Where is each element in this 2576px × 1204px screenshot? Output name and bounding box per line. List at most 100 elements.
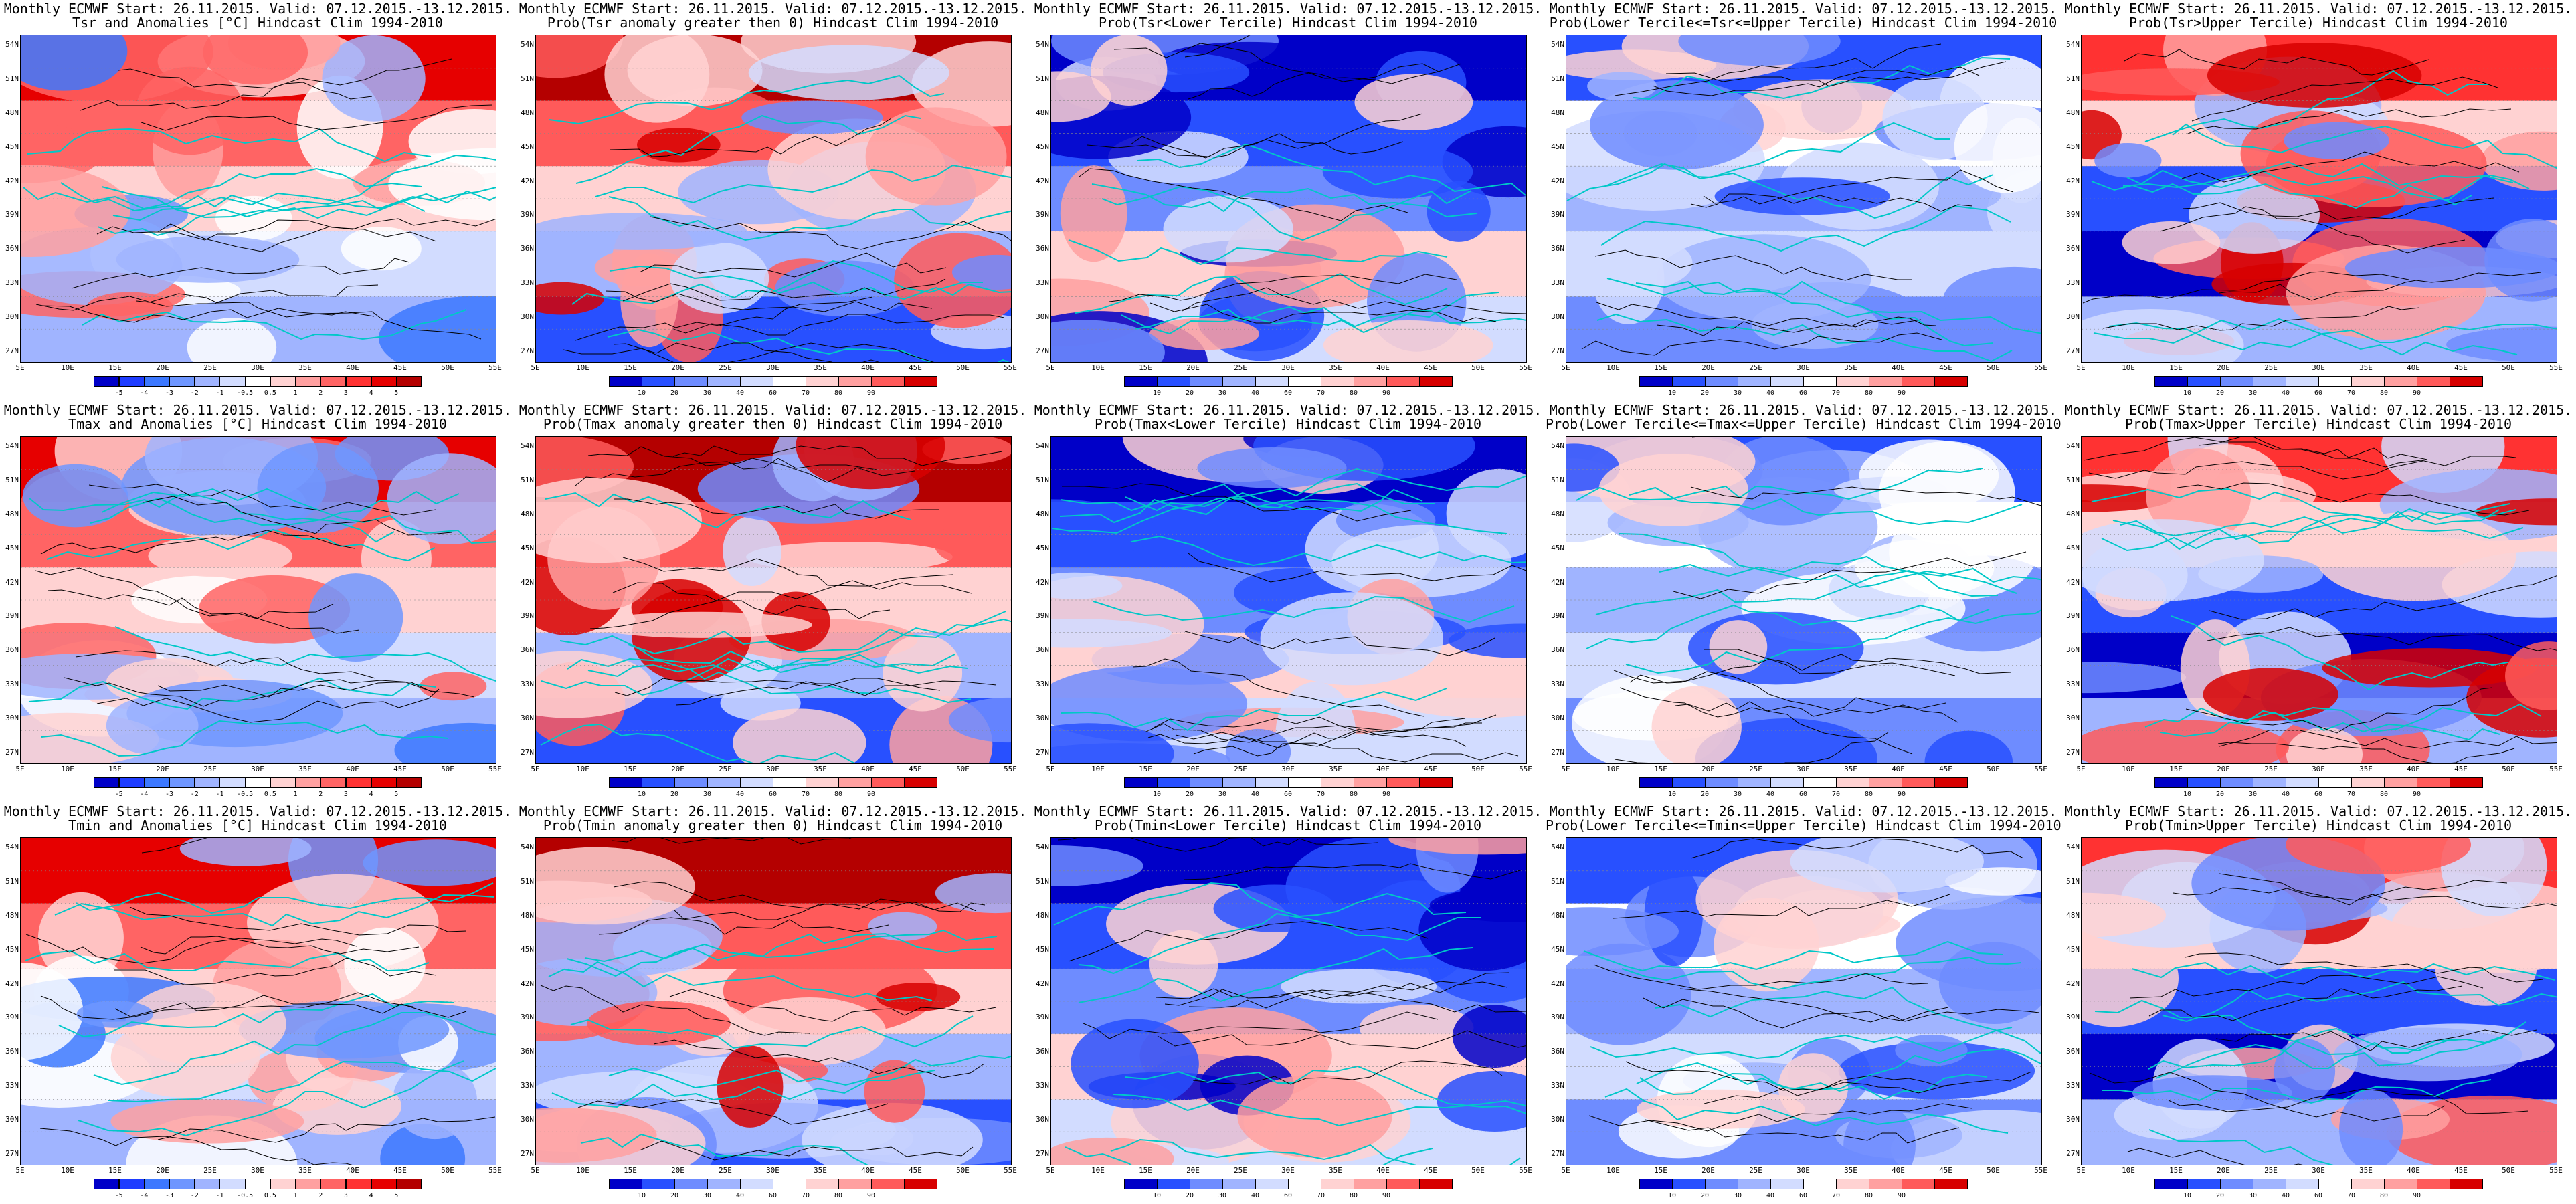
field-patch xyxy=(536,651,652,718)
lat-tick-label: 48N xyxy=(521,910,534,920)
lat-tick-label: 30N xyxy=(1551,312,1564,322)
lon-tick-label: 55E xyxy=(2034,1166,2047,1175)
coastline xyxy=(1659,555,2041,583)
lat-tick-label: 48N xyxy=(5,108,19,117)
coastline xyxy=(1078,947,1473,1003)
colorbar-segment xyxy=(2154,376,2188,387)
lat-tick-label: 54N xyxy=(521,843,534,851)
isoline xyxy=(1690,486,2041,506)
field-patch xyxy=(1197,447,1347,488)
colorbar-segment xyxy=(1124,777,1158,788)
lon-tick-label: 50E xyxy=(1987,363,2000,372)
field-patch xyxy=(1331,524,1512,597)
colorbar-segment xyxy=(1770,1179,1804,1189)
colorbar-label: 70 xyxy=(1316,1192,1325,1199)
colorbar-segment xyxy=(1354,376,1387,387)
coastline xyxy=(1566,122,1950,201)
field-patch xyxy=(775,260,915,317)
isoline xyxy=(2186,108,2512,135)
lon-tick-label: 20E xyxy=(156,363,169,372)
colorbar-label: 30 xyxy=(1733,389,1742,397)
isoline xyxy=(1613,670,1946,711)
field-patch xyxy=(733,708,866,763)
field-patch xyxy=(2146,448,2251,542)
colorbar-segment xyxy=(1639,1179,1673,1189)
coastline xyxy=(559,635,968,674)
lon-tick-label: 10E xyxy=(2122,765,2135,773)
panel-title-line2: Prob(Tmax<Lower Tercile) Hindcast Clim 1… xyxy=(1095,416,1481,432)
colorbar xyxy=(2154,777,2483,788)
lon-tick-label: 15E xyxy=(108,363,122,372)
colorbar-segment xyxy=(1770,376,1804,387)
map-panel-tmax-1: Monthly ECMWF Start: 26.11.2015. Valid: … xyxy=(0,401,515,803)
colorbar-label: 80 xyxy=(834,1192,843,1199)
colorbar-label: 20 xyxy=(1700,389,1710,397)
isoline xyxy=(2185,687,2493,734)
lon-tick-label: 10E xyxy=(1606,363,1620,372)
coastline xyxy=(114,626,496,682)
colorbar-segment xyxy=(773,376,806,387)
coastline xyxy=(1621,956,2022,991)
colorbar-segment xyxy=(1419,1179,1453,1189)
colorbar-segment xyxy=(345,777,372,788)
isoline xyxy=(1643,997,1949,1029)
coastline xyxy=(25,950,430,972)
lon-tick-label: 45E xyxy=(909,363,922,372)
colorbar-segment xyxy=(194,777,220,788)
isoline xyxy=(1704,649,2011,674)
lat-tick-label: 54N xyxy=(1551,843,1564,851)
colorbar-segment xyxy=(1803,376,1837,387)
lon-tick-label: 35E xyxy=(814,1166,827,1175)
colorbar-label: 60 xyxy=(1799,389,1808,397)
colorbar-label: 80 xyxy=(2379,791,2389,798)
isoline xyxy=(2207,627,2557,651)
field-patch xyxy=(388,148,496,221)
field-patch xyxy=(948,697,1011,743)
isoline xyxy=(563,342,935,362)
colorbar-segment xyxy=(1672,777,1706,788)
map-area xyxy=(20,436,496,764)
colorbar-label: 20 xyxy=(1185,791,1194,798)
isoline xyxy=(1057,838,1378,852)
field-patch xyxy=(717,1045,784,1128)
colorbar-segment xyxy=(371,376,397,387)
lat-tick-label: 33N xyxy=(521,1081,534,1090)
lat-tick-label: 45N xyxy=(521,543,534,553)
colorbar-label: 60 xyxy=(2314,1192,2323,1199)
colorbar-segment xyxy=(169,777,195,788)
colorbar-label: -1 xyxy=(215,389,224,397)
isoline xyxy=(1625,1061,1949,1094)
colorbar-label: 70 xyxy=(1831,389,1841,397)
lon-tick-label: 30E xyxy=(766,765,779,773)
isoline xyxy=(639,252,947,278)
map-area xyxy=(535,35,1012,363)
colorbar-segment xyxy=(674,777,708,788)
coastline xyxy=(2160,703,2542,738)
isoline xyxy=(1614,43,1942,96)
isoline xyxy=(2198,437,2516,468)
lat-tick-label: 51N xyxy=(5,475,19,484)
lon-tick-label: 5E xyxy=(531,1166,540,1175)
panel-title-line1: Monthly ECMWF Start: 26.11.2015. Valid: … xyxy=(3,803,512,819)
lon-tick-label: 25E xyxy=(203,1166,217,1175)
isoline xyxy=(1087,139,1404,158)
lon-tick-label: 55E xyxy=(2549,765,2563,773)
lon-tick-label: 50E xyxy=(2502,765,2515,773)
map-area xyxy=(20,837,496,1165)
field-patch xyxy=(2286,727,2363,763)
isoline xyxy=(2082,271,2409,304)
field-patch xyxy=(1924,730,2013,763)
coastline xyxy=(1576,468,1983,501)
colorbar-label: 30 xyxy=(1218,389,1227,397)
lon-tick-label: 20E xyxy=(1186,765,1200,773)
colorbar-label: 20 xyxy=(670,791,679,798)
field-patch xyxy=(1656,234,1871,322)
isoline xyxy=(1188,989,1526,1013)
lat-tick-label: 30N xyxy=(1036,1115,1049,1124)
field-patch xyxy=(723,516,781,587)
lat-tick-label: 42N xyxy=(521,979,534,988)
coastline xyxy=(60,182,426,212)
lon-tick-label: 5E xyxy=(15,765,25,773)
colorbar-label: 40 xyxy=(735,389,745,397)
lat-tick-label: 39N xyxy=(521,1013,534,1022)
